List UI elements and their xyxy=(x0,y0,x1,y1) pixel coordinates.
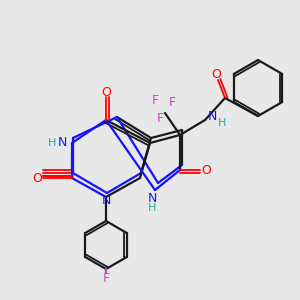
Text: H: H xyxy=(148,203,156,213)
Text: F: F xyxy=(152,94,159,106)
Text: N: N xyxy=(101,194,111,206)
Text: O: O xyxy=(101,86,111,100)
Text: F: F xyxy=(168,97,175,110)
Text: N: N xyxy=(57,136,67,149)
Text: H: H xyxy=(48,138,56,148)
Text: N: N xyxy=(207,110,217,124)
Text: O: O xyxy=(32,172,42,184)
Text: N: N xyxy=(147,191,157,205)
Text: F: F xyxy=(156,112,164,124)
Text: O: O xyxy=(211,68,221,82)
Text: O: O xyxy=(201,164,211,176)
Text: H: H xyxy=(218,118,226,128)
Text: F: F xyxy=(102,272,110,284)
